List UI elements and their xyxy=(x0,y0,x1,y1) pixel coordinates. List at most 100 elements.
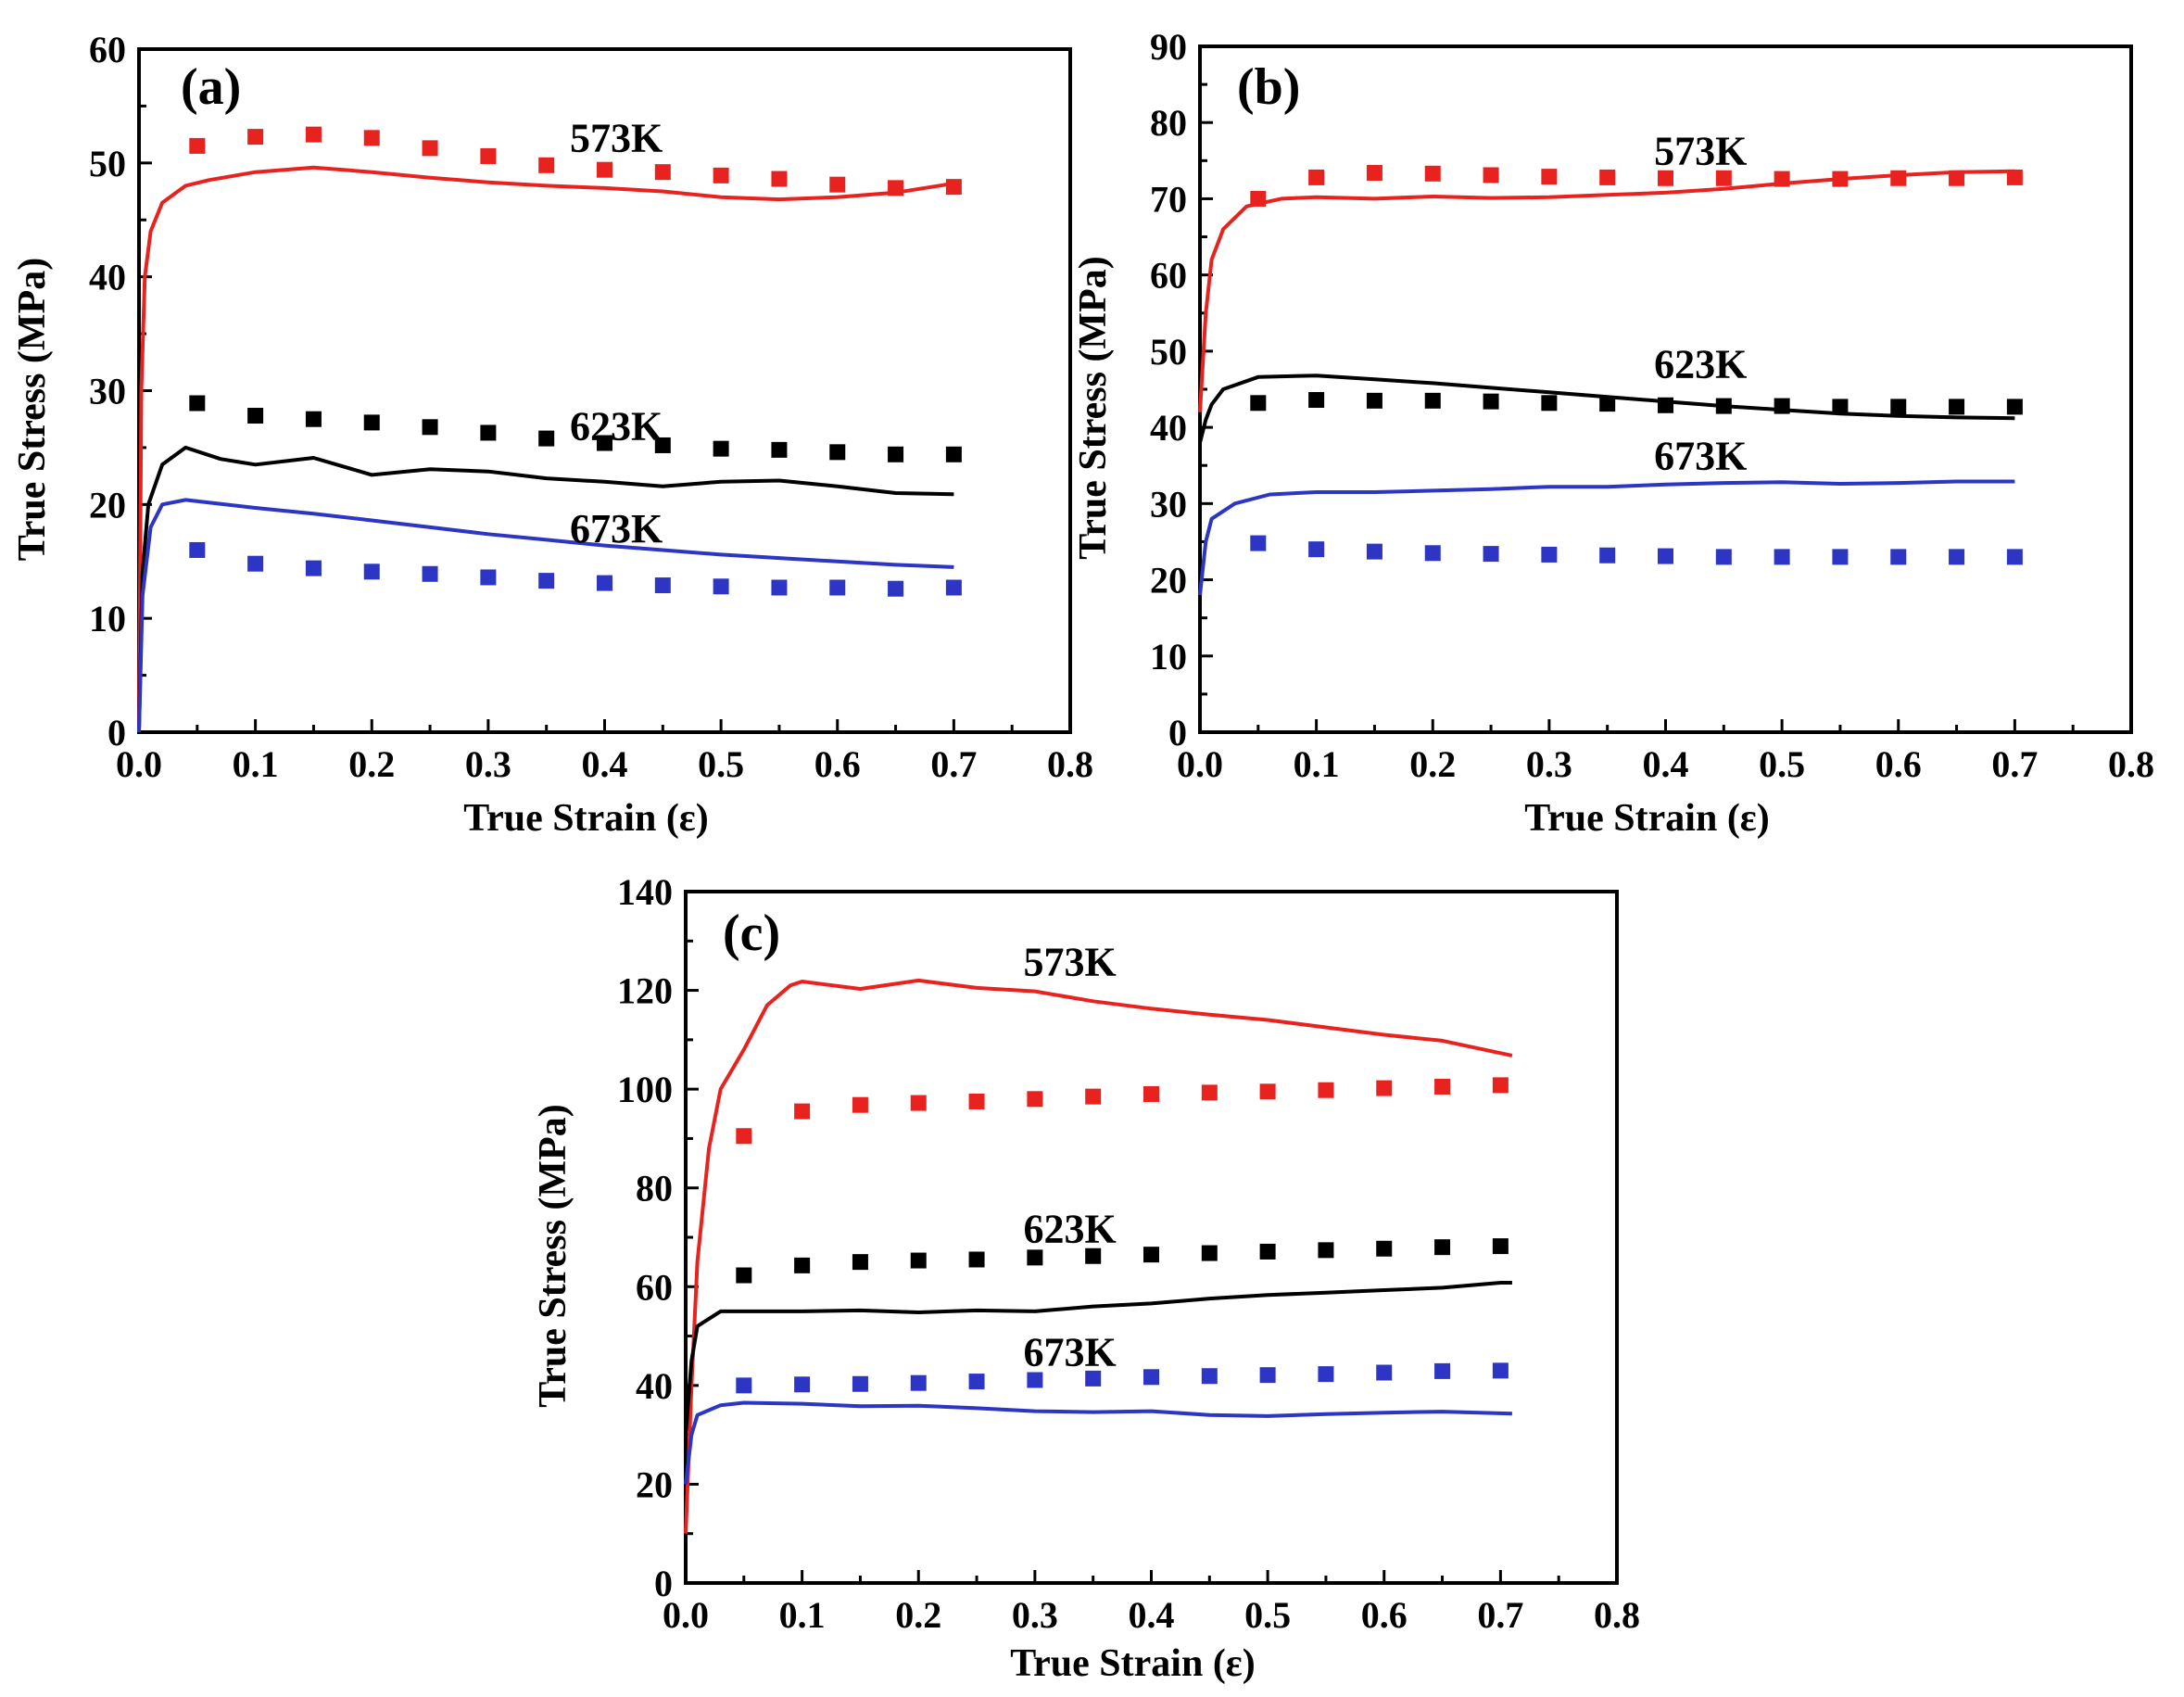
predicted-point-573K xyxy=(247,129,264,146)
predicted-point-573K xyxy=(1085,1088,1102,1105)
predicted-point-673K xyxy=(945,579,962,596)
y-tick-label: 40 xyxy=(1150,407,1187,449)
series-label-623K: 623K xyxy=(570,403,663,449)
predicted-point-573K xyxy=(1434,1078,1451,1095)
predicted-point-573K xyxy=(713,167,729,184)
y-tick-label: 100 xyxy=(617,1069,673,1110)
predicted-point-623K xyxy=(1376,1240,1393,1257)
x-axis-title: True Strain (ε) xyxy=(1010,1642,1255,1685)
x-tick-label: 0.8 xyxy=(1047,743,1093,785)
predicted-point-573K xyxy=(654,164,671,181)
x-tick-label: 0.7 xyxy=(930,743,977,785)
predicted-point-623K xyxy=(1434,1239,1451,1256)
y-tick-label: 70 xyxy=(1150,178,1187,220)
predicted-point-623K xyxy=(1366,392,1382,409)
predicted-point-573K xyxy=(910,1095,927,1111)
predicted-point-623K xyxy=(363,414,380,431)
predicted-point-673K xyxy=(1949,549,1965,565)
x-tick-label: 0.2 xyxy=(1409,743,1456,785)
x-tick-label: 0.4 xyxy=(1643,743,1689,785)
predicted-point-673K xyxy=(1308,541,1325,558)
predicted-point-623K xyxy=(1143,1247,1159,1263)
x-tick-label: 0.3 xyxy=(1012,1594,1058,1636)
predicted-point-673K xyxy=(1259,1367,1276,1384)
y-axis-title: True Stress (MPa) xyxy=(1072,256,1115,559)
predicted-point-673K xyxy=(1541,546,1558,563)
y-axis-title: True Stress (MPa) xyxy=(11,258,54,561)
predicted-point-573K xyxy=(1424,165,1441,182)
predicted-point-573K xyxy=(1774,171,1790,187)
predicted-point-623K xyxy=(305,411,322,427)
predicted-point-623K xyxy=(1250,395,1267,412)
predicted-point-623K xyxy=(736,1267,752,1284)
x-tick-label: 0.5 xyxy=(1244,1594,1291,1636)
series-line-573K xyxy=(684,978,1513,1534)
x-tick-label: 0.3 xyxy=(1526,743,1572,785)
predicted-point-673K xyxy=(968,1374,985,1390)
y-tick-label: 50 xyxy=(1150,331,1187,373)
y-tick-label: 40 xyxy=(636,1365,673,1407)
series-label-623K: 623K xyxy=(1654,342,1747,387)
panel-label: (b) xyxy=(1237,58,1300,116)
predicted-point-573K xyxy=(968,1093,985,1109)
predicted-point-573K xyxy=(1658,170,1673,186)
y-tick-label: 20 xyxy=(89,484,126,526)
predicted-point-673K xyxy=(654,577,671,594)
x-tick-label: 0.1 xyxy=(779,1594,826,1636)
series-line-623K xyxy=(137,445,954,733)
predicted-point-573K xyxy=(1201,1084,1218,1101)
predicted-point-573K xyxy=(1376,1080,1393,1096)
predicted-point-623K xyxy=(1318,1242,1334,1259)
series-label-673K: 673K xyxy=(570,506,663,551)
series-line-673K xyxy=(684,1400,1512,1485)
predicted-point-573K xyxy=(1890,170,1907,186)
predicted-point-673K xyxy=(2006,549,2023,565)
panel-label: (a) xyxy=(181,58,241,116)
predicted-point-673K xyxy=(910,1374,927,1391)
predicted-point-623K xyxy=(1599,396,1616,412)
y-tick-label: 80 xyxy=(636,1168,673,1209)
predicted-point-673K xyxy=(1085,1370,1102,1387)
y-axis-title: True Stress (MPa) xyxy=(532,1104,574,1407)
predicted-point-673K xyxy=(422,565,438,582)
predicted-point-573K xyxy=(1832,171,1849,187)
predicted-point-623K xyxy=(1949,399,1965,415)
predicted-point-623K xyxy=(1308,392,1325,409)
x-tick-label: 0.2 xyxy=(348,743,395,785)
series-line-573K xyxy=(137,165,954,733)
x-tick-label: 0.7 xyxy=(1991,743,2038,785)
predicted-point-623K xyxy=(1201,1245,1218,1261)
predicted-point-673K xyxy=(597,575,612,591)
y-tick-label: 60 xyxy=(636,1266,673,1308)
predicted-point-573K xyxy=(422,140,438,157)
y-tick-label: 0 xyxy=(654,1563,673,1604)
predicted-point-623K xyxy=(1259,1243,1276,1260)
predicted-point-673K xyxy=(1774,549,1790,565)
predicted-point-673K xyxy=(247,555,264,572)
predicted-point-573K xyxy=(1027,1091,1043,1108)
y-tick-label: 10 xyxy=(1150,636,1187,678)
predicted-point-673K xyxy=(1434,1362,1451,1379)
x-tick-label: 0.8 xyxy=(1594,1594,1640,1636)
predicted-point-573K xyxy=(597,161,612,178)
predicted-point-673K xyxy=(1658,548,1673,564)
y-tick-label: 90 xyxy=(1150,26,1187,68)
series-label-623K: 623K xyxy=(1023,1206,1116,1251)
predicted-point-673K xyxy=(1366,543,1382,560)
x-tick-label: 0.6 xyxy=(1361,1594,1408,1636)
predicted-point-623K xyxy=(1492,1238,1509,1255)
predicted-point-623K xyxy=(794,1257,811,1273)
predicted-point-623K xyxy=(1483,393,1499,410)
panel-label: (c) xyxy=(723,905,780,962)
y-tick-label: 40 xyxy=(89,257,126,298)
predicted-point-573K xyxy=(1492,1077,1509,1094)
predicted-point-673K xyxy=(1424,545,1441,562)
predicted-point-623K xyxy=(538,430,555,447)
predicted-point-573K xyxy=(1308,169,1325,185)
x-tick-label: 0.4 xyxy=(1129,1594,1175,1636)
series-label-573K: 573K xyxy=(570,116,663,161)
predicted-point-673K xyxy=(1318,1366,1334,1383)
series-label-573K: 573K xyxy=(1023,940,1116,985)
predicted-point-623K xyxy=(1890,399,1907,415)
x-tick-label: 0.3 xyxy=(465,743,511,785)
